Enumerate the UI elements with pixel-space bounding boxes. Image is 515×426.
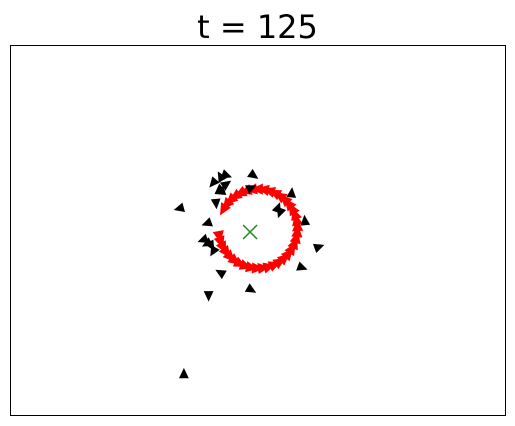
black-agent-marker [296, 261, 308, 271]
red-agent-series [212, 183, 304, 275]
target-x-marker [242, 224, 258, 240]
plot-frame [10, 45, 506, 416]
black-agent-marker [247, 168, 259, 179]
red-agent-marker [257, 262, 270, 275]
red-agent-marker [220, 202, 231, 216]
black-agent-marker [214, 185, 227, 195]
chart-title: t = 125 [197, 8, 318, 46]
black-agent-marker [210, 198, 221, 210]
black-agent-marker [203, 291, 214, 302]
black-agent-marker [286, 187, 297, 198]
black-agent-marker [245, 185, 257, 195]
black-agent-marker [201, 217, 213, 227]
red-agent-marker [291, 225, 303, 238]
red-agent-marker [251, 262, 264, 274]
black-agent-marker [271, 202, 282, 214]
black-agent-marker [173, 202, 185, 213]
black-agent-marker [300, 214, 311, 226]
black-agent-marker [312, 243, 325, 254]
black-agent-series [173, 168, 325, 379]
black-agent-marker [215, 269, 227, 280]
black-agent-marker [210, 244, 220, 257]
red-agent-marker [292, 219, 304, 232]
black-agent-marker [220, 169, 232, 179]
black-agent-marker [244, 283, 257, 293]
black-agent-marker [219, 180, 232, 191]
black-agent-marker [179, 367, 189, 379]
black-agent-marker [197, 233, 209, 243]
black-agent-marker [209, 176, 220, 188]
target-marker-group [242, 224, 258, 240]
